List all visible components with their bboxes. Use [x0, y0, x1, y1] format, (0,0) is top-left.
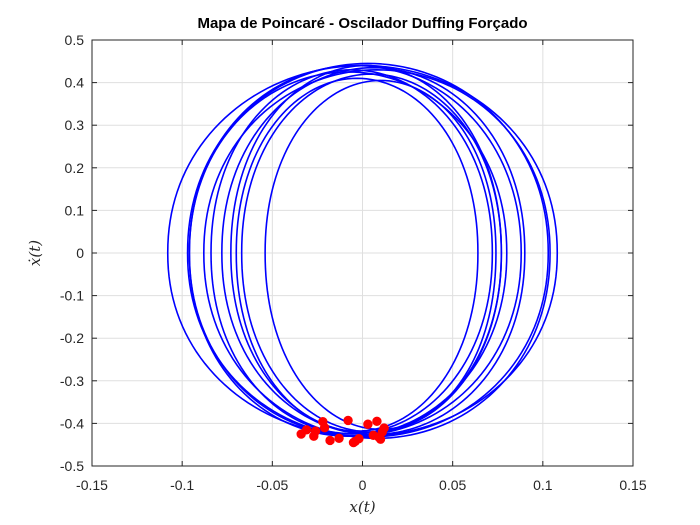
y-tick-label: -0.4 [60, 415, 84, 431]
trajectory-loop [221, 66, 526, 436]
x-tick-label: 0.1 [533, 477, 553, 493]
x-axis-label: x(t) [349, 498, 375, 516]
y-axis-label: ẋ(t) [26, 240, 44, 266]
y-tick-label: 0.5 [65, 32, 85, 48]
poincare-point [334, 433, 344, 444]
poincare-point [363, 419, 373, 429]
trajectory-loop [264, 79, 497, 431]
poincare-points-series [296, 415, 389, 448]
trajectory-loop [235, 77, 479, 432]
y-tick-label: -0.5 [60, 458, 84, 474]
poincare-point [375, 434, 386, 444]
x-tick-label: -0.05 [256, 477, 288, 493]
poincare-point [343, 415, 353, 426]
x-tick-labels: -0.15 -0.1 -0.05 0 0.05 0.1 0.15 [76, 477, 647, 493]
y-tick-label: -0.1 [60, 288, 84, 304]
poincare-point [372, 416, 382, 426]
poincare-point [319, 422, 330, 433]
poincare-point [301, 425, 312, 435]
trajectory-loop [210, 69, 494, 435]
y-tick-label: 0.2 [65, 160, 85, 176]
y-tick-label: 0.3 [65, 117, 85, 133]
y-tick-labels: -0.5 -0.4 -0.3 -0.2 -0.1 0 0.1 0.2 0.3 0.4 0.5 [60, 32, 84, 474]
y-tick-label: 0 [76, 245, 84, 261]
x-tick-label: -0.15 [76, 477, 108, 493]
x-tick-label: 0.15 [619, 477, 646, 493]
chart-title: Mapa de Poincaré - Oscilador Duffing For… [197, 15, 527, 32]
poincare-point [325, 435, 335, 446]
poincare-point [379, 423, 389, 433]
x-tick-label: 0.05 [439, 477, 466, 493]
trajectory-loop [186, 62, 550, 438]
y-tick-label: -0.3 [60, 373, 84, 389]
trajectory-series [166, 62, 559, 440]
poincare-point [310, 426, 321, 436]
x-tick-label: -0.1 [170, 477, 194, 493]
poincare-point [354, 434, 364, 444]
y-tick-label: 0.1 [65, 202, 85, 218]
x-tick-label: 0 [359, 477, 367, 493]
y-tick-label: -0.2 [60, 330, 84, 346]
y-tick-label: 0.4 [65, 75, 85, 91]
tick-marks [91, 39, 634, 467]
trajectory-loop [203, 69, 551, 440]
